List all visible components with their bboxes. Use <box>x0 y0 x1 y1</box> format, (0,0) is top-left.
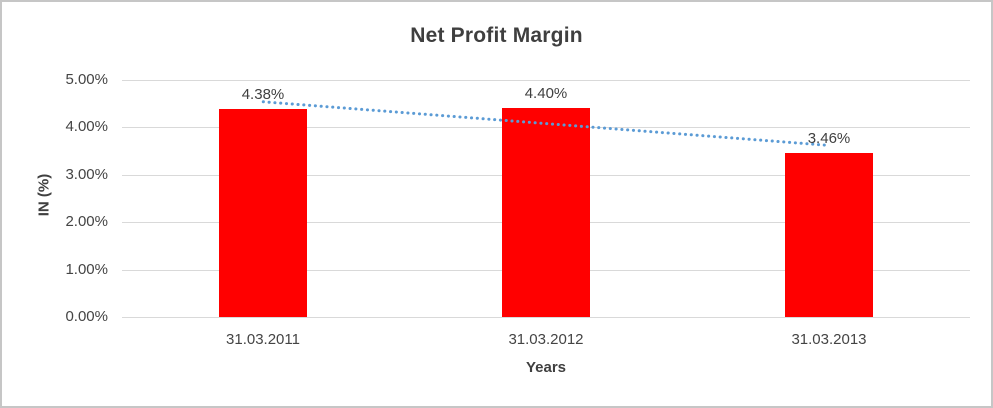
y-tick-label: 5.00% <box>65 71 108 88</box>
y-tick-label: 0.00% <box>65 308 108 325</box>
y-tick-label: 4.00% <box>65 118 108 136</box>
x-axis-title: Years <box>525 359 567 376</box>
gridline <box>122 317 970 318</box>
data-label-2012: 4.40% <box>524 85 568 103</box>
y-tick-label: 2.00% <box>65 213 108 231</box>
x-tick-label: 31.03.2011 <box>226 331 300 348</box>
data-label-2011: 4.38% <box>241 86 285 104</box>
bar-2012 <box>502 108 590 317</box>
y-tick-label: 1.00% <box>65 260 108 278</box>
x-axis-tick-labels: 31.03.2011 31.03.2012 31.03.2013 <box>122 331 970 351</box>
trendline <box>261 100 831 147</box>
x-tick-label: 31.03.2013 <box>791 331 867 348</box>
x-tick-label: 31.03.2012 <box>508 331 584 348</box>
data-label-2013: 3.46% <box>807 130 851 147</box>
bar-2011 <box>219 109 307 317</box>
chart-title: Net Profit Margin <box>410 24 583 47</box>
y-axis-tick-labels: 5.00% 4.00% 3.00% 2.00% 1.00% 0.00% <box>2 71 108 325</box>
bar-2013 <box>785 153 873 317</box>
y-tick-label: 3.00% <box>65 165 108 183</box>
gridline <box>122 80 970 81</box>
plot-area: 4.38% 4.40% 3.46% <box>122 80 970 318</box>
